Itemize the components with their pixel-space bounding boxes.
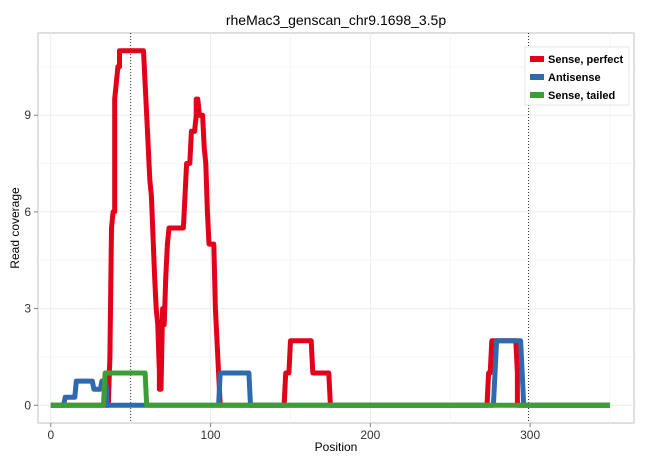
series-line-sense-perfect [50, 48, 610, 408]
legend-label-antisense: Antisense [548, 72, 601, 84]
reference-lines [130, 33, 530, 423]
legend-swatch-sense-perfect [530, 56, 544, 62]
chart-title: rheMac3_genscan_chr9.1698_3.5p [226, 12, 446, 28]
legend-swatch-antisense [530, 74, 544, 80]
legend-swatch-sense-tailed [530, 92, 544, 98]
axis-ticks: 0 100 200 300 0 3 6 9 [24, 108, 540, 442]
y-tick-label: 9 [24, 108, 31, 122]
x-axis-label: Position [315, 440, 358, 454]
legend: Sense, perfect Antisense Sense, tailed [524, 46, 630, 106]
y-tick-label: 6 [24, 205, 31, 219]
series-lines [50, 48, 610, 408]
x-tick-label: 200 [360, 428, 380, 442]
legend-label-sense-perfect: Sense, perfect [548, 54, 624, 66]
series-line-antisense [50, 338, 610, 408]
y-tick-label: 0 [24, 398, 31, 412]
series-line-sense-tailed [50, 370, 610, 408]
x-tick-label: 0 [47, 428, 54, 442]
y-tick-label: 3 [24, 302, 31, 316]
x-tick-label: 100 [201, 428, 221, 442]
legend-label-sense-tailed: Sense, tailed [548, 90, 615, 102]
y-axis-label: Read coverage [8, 187, 22, 269]
x-tick-label: 300 [520, 428, 540, 442]
